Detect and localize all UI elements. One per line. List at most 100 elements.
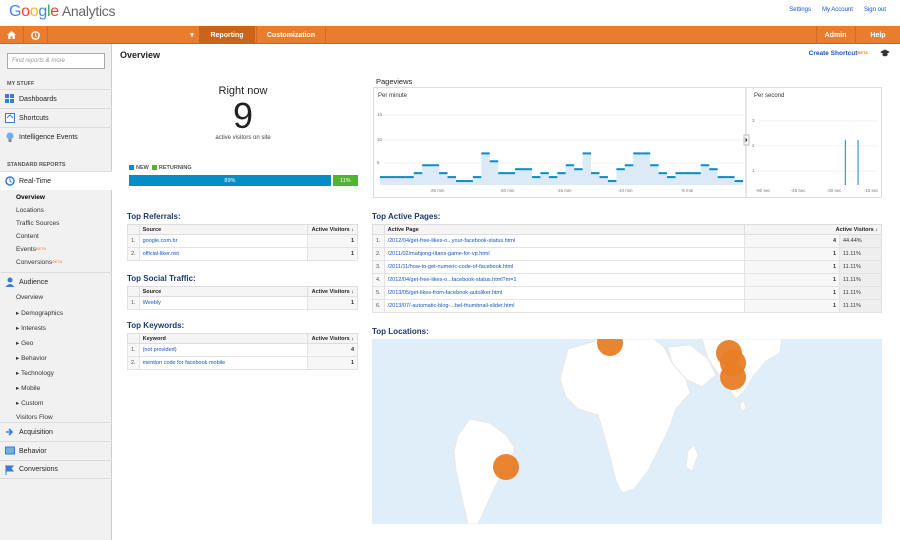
table-row[interactable]: 3./2011/11/how-to-get-numeric-code-of-fa…	[372, 260, 882, 274]
row-link-text[interactable]: /2012/04/get-free-likes-o...facebook-sta…	[387, 277, 517, 283]
pageview-bar[interactable]	[380, 176, 389, 179]
row-link[interactable]: official-liker.net	[138, 247, 309, 261]
pageview-bar[interactable]	[607, 180, 617, 183]
pageview-bar[interactable]	[591, 172, 600, 175]
location-bubble[interactable]	[720, 364, 746, 390]
col-active-visitors[interactable]: Active Visitors ↓	[307, 333, 358, 344]
pageview-bar[interactable]	[709, 168, 718, 171]
row-link[interactable]: /2011/02/mahjong-titans-game-for-vp.html	[383, 247, 745, 261]
tab-customization[interactable]: Customization	[256, 26, 326, 44]
audience-mobile[interactable]: ▸ Mobile	[16, 385, 41, 392]
pageview-bar[interactable]	[734, 180, 743, 183]
pageview-bar[interactable]	[439, 172, 448, 175]
pageview-bar[interactable]	[396, 176, 406, 179]
search-input[interactable]: Find reports & more	[7, 53, 105, 69]
audience-technology[interactable]: ▸ Technology	[16, 370, 54, 377]
table-row[interactable]: 1. google.com.br 1	[127, 234, 358, 248]
audience-interests[interactable]: ▸ Interests	[16, 325, 46, 332]
create-shortcut-link[interactable]: Create ShortcutBETA	[809, 50, 868, 57]
pageview-bar[interactable]	[413, 172, 423, 175]
pageview-bar[interactable]	[599, 176, 608, 179]
pageview-bar[interactable]	[447, 176, 456, 179]
audience-behavior[interactable]: ▸ Behavior	[16, 355, 47, 362]
subitem-content[interactable]: Content	[16, 233, 39, 240]
pageview-bar[interactable]	[498, 172, 507, 175]
pageview-bar[interactable]	[472, 176, 482, 179]
pageview-bar[interactable]	[857, 139, 859, 185]
row-link-text[interactable]: /2011/11/how-to-get-numeric-code-of-face…	[387, 264, 514, 270]
sidebar-item-shortcuts[interactable]: Shortcuts	[0, 108, 112, 127]
pageview-bar[interactable]	[388, 176, 397, 179]
pageview-bar[interactable]	[624, 164, 634, 167]
subitem-events[interactable]: EventsBETA	[16, 246, 46, 253]
pageview-bar[interactable]	[557, 172, 566, 175]
row-link[interactable]: /2012/04/get-free-likes-o...facebook-sta…	[383, 273, 745, 287]
pageview-bar[interactable]	[700, 164, 710, 167]
subitem-traffic-sources[interactable]: Traffic Sources	[16, 220, 60, 227]
subitem-overview[interactable]: Overview	[16, 194, 45, 201]
audience-demographics[interactable]: ▸ Demographics	[16, 310, 63, 317]
row-link-text[interactable]: /2013/05/get-likes-from-facebook-autolik…	[387, 290, 503, 296]
pageview-bar[interactable]	[430, 164, 440, 167]
row-link-text[interactable]: /2013/07/-automatic-blog-...bel-thumbnai…	[387, 303, 515, 309]
table-row[interactable]: 6./2013/07/-automatic-blog-...bel-thumbn…	[372, 299, 882, 313]
pageview-bar[interactable]	[616, 168, 625, 171]
row-link-text[interactable]: /2011/02/mahjong-titans-game-for-vp.html	[387, 251, 490, 257]
pageview-bar[interactable]	[455, 180, 465, 183]
settings-link[interactable]: Settings	[789, 7, 811, 13]
table-row[interactable]: 2./2011/02/mahjong-titans-game-for-vp.ht…	[372, 247, 882, 261]
sidebar-item-audience[interactable]: Audience	[0, 272, 112, 291]
table-row[interactable]: 2. mention code for facebook mobile 1	[127, 356, 358, 370]
row-link[interactable]: /2013/05/get-likes-from-facebook-autolik…	[383, 286, 745, 300]
pageview-bar[interactable]	[515, 168, 524, 171]
sign-out-link[interactable]: Sign out	[863, 7, 886, 13]
pageview-bar[interactable]	[650, 164, 659, 167]
audience-custom[interactable]: ▸ Custom	[16, 400, 44, 407]
table-row[interactable]: 1. (not provided) 4	[127, 343, 358, 357]
locations-map[interactable]	[372, 339, 882, 524]
col-active-visitors[interactable]: Active Visitors ↓	[743, 224, 883, 235]
pageview-bar[interactable]	[658, 172, 668, 175]
pageview-bar[interactable]	[633, 152, 642, 155]
pageview-bar[interactable]	[422, 164, 431, 167]
col-active-visitors[interactable]: Active Visitors ↓	[307, 224, 358, 235]
sidebar-item-conversions[interactable]: Conversions	[0, 460, 112, 479]
help-button[interactable]: Help	[855, 26, 900, 44]
location-bubble[interactable]	[493, 454, 519, 480]
sidebar-item-acquisition[interactable]: Acquisition	[0, 422, 112, 441]
google-analytics-logo[interactable]: Google Analytics	[9, 3, 115, 21]
row-link[interactable]: mention code for facebook mobile	[138, 356, 309, 370]
table-row[interactable]: 1./2012/04/get-free-likes-o...your-faceb…	[372, 234, 882, 248]
row-link-text[interactable]: google.com.br	[142, 238, 178, 244]
row-link[interactable]: Weebly	[138, 296, 309, 310]
pageview-bar[interactable]	[717, 176, 727, 179]
audience-visitors-flow[interactable]: Visitors Flow	[16, 414, 53, 421]
home-button[interactable]	[0, 26, 24, 44]
tab-reporting[interactable]: Reporting	[199, 26, 255, 44]
table-row[interactable]: 2. official-liker.net 1	[127, 247, 358, 261]
subitem-locations[interactable]: Locations	[16, 207, 44, 214]
audience-overview[interactable]: Overview	[16, 294, 44, 301]
row-link[interactable]: google.com.br	[138, 234, 309, 248]
sidebar-item-intelligence-events[interactable]: Intelligence Events	[0, 127, 112, 146]
my-account-link[interactable]: My Account	[821, 7, 853, 13]
row-link-text[interactable]: official-liker.net	[142, 251, 179, 257]
pageview-bar[interactable]	[464, 180, 473, 183]
table-row[interactable]: 4./2012/04/get-free-likes-o...facebook-s…	[372, 273, 882, 287]
realtime-button[interactable]	[24, 26, 48, 44]
pageview-bar[interactable]	[523, 168, 532, 171]
audience-geo[interactable]: ▸ Geo	[16, 340, 34, 347]
profile-dropdown-button[interactable]: ▾	[185, 26, 199, 44]
row-link-text[interactable]: mention code for facebook mobile	[142, 360, 226, 366]
row-link[interactable]: /2011/11/how-to-get-numeric-code-of-face…	[383, 260, 745, 274]
sidebar-item-behavior[interactable]: Behavior	[0, 441, 112, 460]
table-row[interactable]: 1. Weebly 1	[127, 296, 358, 310]
sidebar-item-realtime[interactable]: Real-Time	[0, 171, 112, 190]
graduation-cap-icon[interactable]	[880, 49, 890, 57]
pageview-bar[interactable]	[489, 160, 499, 163]
row-link[interactable]: /2013/07/-automatic-blog-...bel-thumbnai…	[383, 299, 745, 313]
pageview-bar[interactable]	[726, 176, 735, 179]
pageview-bar[interactable]	[582, 152, 592, 155]
location-bubble[interactable]	[597, 339, 623, 356]
pageview-bar[interactable]	[683, 172, 693, 175]
